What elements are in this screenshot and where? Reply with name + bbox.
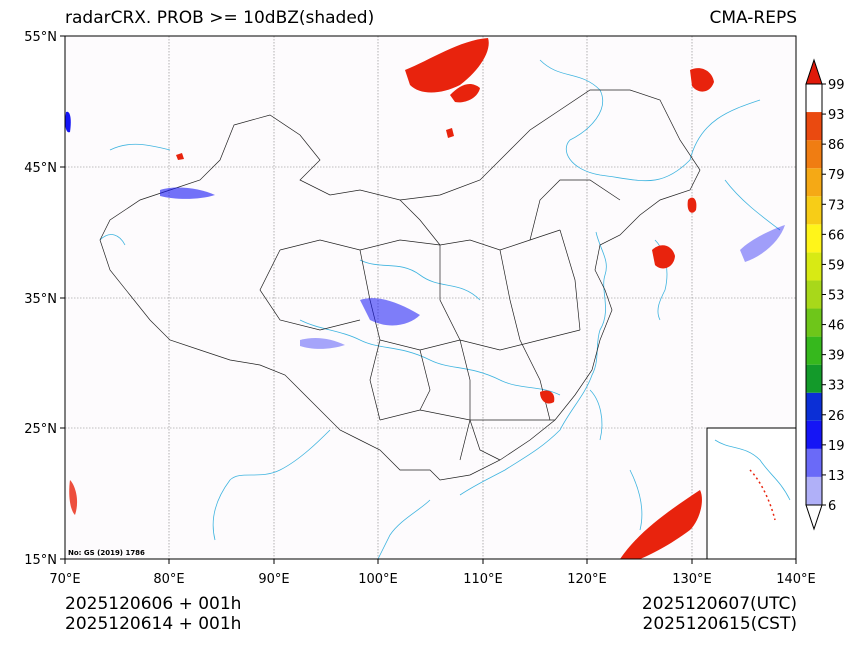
colorbar-segment — [806, 196, 822, 225]
colorbar-label: 33 — [828, 379, 845, 394]
colorbar-segment — [806, 336, 822, 365]
map-background — [65, 36, 796, 559]
colorbar-label: 13 — [828, 469, 845, 484]
inset-map-frame — [706, 427, 797, 560]
colorbar-segment — [806, 280, 822, 309]
lon-label: 80°E — [153, 572, 184, 587]
lon-label: 70°E — [49, 572, 80, 587]
colorbar-label: 79 — [828, 168, 845, 183]
inset-coastline — [714, 439, 791, 501]
lon-label: 130°E — [672, 572, 712, 587]
colorbar-label: 53 — [828, 289, 845, 304]
inset-shading — [749, 469, 776, 521]
colorbar-segment — [806, 476, 822, 505]
map-title: radarCRX. PROB >= 10dBZ(shaded) — [65, 8, 375, 28]
colorbar-label: 99 — [828, 78, 845, 93]
colorbar-label: 86 — [828, 138, 845, 153]
lon-label: 120°E — [567, 572, 607, 587]
lon-label: 100°E — [358, 572, 398, 587]
model-name: CMA-REPS — [709, 8, 797, 28]
lon-label: 140°E — [776, 572, 816, 587]
init-time: 2025120606 + 001h 2025120614 + 001h — [65, 594, 241, 634]
colorbar-segment — [806, 448, 822, 477]
colorbar-segment — [806, 252, 822, 281]
init-time-utc: 2025120606 + 001h — [65, 594, 242, 614]
lat-labels: 55°N 45°N 35°N 25°N 15°N — [24, 30, 57, 568]
lat-label: 15°N — [24, 553, 57, 568]
colorbar-label: 39 — [828, 349, 845, 364]
colorbar-label: 66 — [828, 228, 845, 243]
valid-time-cst: 2025120615(CST) — [642, 614, 797, 634]
lat-label: 25°N — [24, 422, 57, 437]
lat-label: 55°N — [24, 30, 57, 45]
colorbar-segment — [806, 308, 822, 337]
colorbar-label: 59 — [828, 258, 845, 273]
colorbar-segment — [806, 392, 822, 421]
lon-label: 90°E — [258, 572, 289, 587]
colorbar-segment — [806, 112, 822, 141]
colorbar-segment — [806, 364, 822, 393]
colorbar-segment — [806, 420, 822, 449]
country-borders — [99, 89, 701, 481]
init-time-cst: 2025120614 + 001h — [65, 614, 242, 634]
axis-ticks — [60, 35, 797, 564]
colorbar-segment — [806, 168, 822, 197]
colorbar-label: 93 — [828, 108, 845, 123]
lon-labels: 70°E 80°E 90°E 100°E 110°E 120°E 130°E 1… — [49, 572, 815, 587]
colorbar-ticks — [822, 83, 826, 506]
probability-shading — [65, 38, 785, 559]
lat-label: 45°N — [24, 161, 57, 176]
colorbar-label: 19 — [828, 439, 845, 454]
lat-label: 35°N — [24, 292, 57, 307]
colorbar-segment — [806, 140, 822, 169]
colorbar-label: 26 — [828, 409, 845, 424]
valid-time-utc: 2025120607(UTC) — [641, 594, 797, 614]
lon-label: 110°E — [463, 572, 503, 587]
colorbar-label: 46 — [828, 319, 845, 334]
graticule — [65, 36, 796, 559]
colorbar-labels: 99 93 86 79 73 66 59 53 46 39 33 26 19 13 6 — [828, 78, 845, 514]
colorbar-label: 73 — [828, 198, 845, 213]
valid-time: 2025120607(UTC) 2025120615(CST) — [642, 594, 797, 634]
colorbar — [805, 58, 823, 531]
colorbar-min-arrow — [805, 504, 823, 531]
colorbar-max-arrow — [805, 58, 823, 85]
colorbar-label: 6 — [828, 499, 836, 514]
colorbar-segment — [806, 224, 822, 253]
map-approval-note: No: GS (2019) 1786 — [68, 549, 145, 557]
